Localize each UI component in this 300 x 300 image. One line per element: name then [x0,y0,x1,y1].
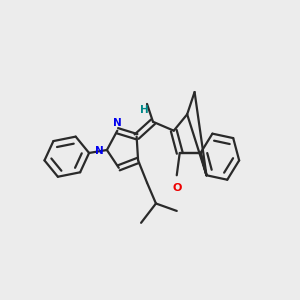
Text: H: H [140,105,149,116]
Text: N: N [113,118,122,128]
Text: N: N [94,146,103,157]
Text: O: O [172,183,182,193]
